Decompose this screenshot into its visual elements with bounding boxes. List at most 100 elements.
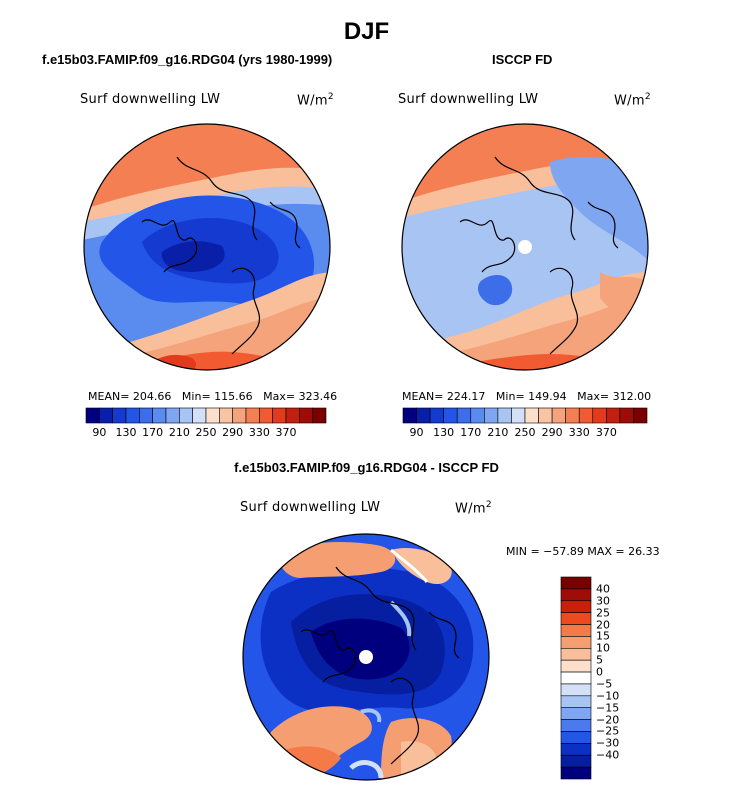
colorbar-swatch: [470, 407, 485, 424]
colorbar-swatch: [633, 407, 648, 424]
colorbar-tick-label: 130: [115, 426, 137, 439]
colorbar-swatch: [139, 407, 153, 424]
colorbar-tick-label: 290: [222, 426, 244, 439]
colorbar-tick-label: −20: [596, 713, 620, 727]
colorbar-swatch: [179, 407, 193, 424]
panel-3-title: f.e15b03.FAMIP.f09_g16.RDG04 - ISCCP FD: [234, 460, 499, 475]
colorbar-swatch: [152, 407, 167, 424]
panel-2-stats: MEAN= 224.17 Min= 149.94 Max= 312.00: [402, 390, 652, 403]
colorbar-tick-label: 170: [142, 426, 164, 439]
colorbar-swatch: [285, 407, 300, 424]
colorbar-tick-label: −30: [596, 736, 620, 750]
colorbar-tick-label: 15: [596, 629, 610, 643]
colorbar-swatch: [592, 407, 607, 424]
colorbar-swatch: [497, 407, 512, 424]
colorbar-swatch: [112, 407, 127, 424]
colorbar-swatch: [560, 624, 592, 637]
panel-3-colorbar: [560, 576, 592, 780]
colorbar-swatch: [99, 407, 113, 424]
colorbar-swatch: [484, 407, 499, 424]
colorbar-swatch: [560, 647, 592, 661]
panel-1-colorbar-ticks: 90 130 170 210 250 290 330 370: [86, 426, 326, 440]
colorbar-swatch: [560, 683, 592, 697]
colorbar-tick-label: 250: [514, 426, 536, 439]
panel-3-variable: Surf downwelling LW: [240, 500, 381, 515]
panel-3-polar-map: [242, 533, 490, 781]
colorbar-swatch: [619, 407, 634, 424]
colorbar-tick-label: −5: [596, 677, 613, 691]
colorbar-tick-label: 25: [596, 606, 610, 620]
colorbar-tick-label: 0: [596, 665, 603, 679]
colorbar-swatch: [560, 612, 592, 625]
panel-3-colorbar-ticks: 40 30 25 20 15 10 5 0 −5 −10 −15 −20 −25 −30 −40: [596, 577, 636, 779]
panel-1-title: f.e15b03.FAMIP.f09_g16.RDG04 (yrs 1980-1…: [42, 52, 333, 67]
figure-title: DJF: [343, 18, 390, 45]
colorbar-swatch: [560, 719, 592, 732]
panel-2-colorbar: [402, 407, 648, 424]
colorbar-swatch: [560, 731, 592, 744]
colorbar-swatch: [272, 407, 287, 424]
panel-2-polar-map: [401, 123, 649, 371]
colorbar-swatch: [232, 407, 247, 424]
colorbar-swatch: [165, 407, 180, 424]
colorbar-swatch: [219, 407, 233, 424]
colorbar-swatch: [402, 407, 417, 424]
colorbar-tick-label: 210: [487, 426, 509, 439]
colorbar-tick-label: 290: [541, 426, 563, 439]
panel-2-colorbar-ticks: 90 130 170 210 250 290 330 370: [403, 426, 647, 440]
colorbar-swatch: [606, 407, 621, 424]
colorbar-swatch: [205, 407, 220, 424]
colorbar-swatch: [565, 407, 580, 424]
colorbar-tick-label: 20: [596, 618, 610, 632]
colorbar-swatch: [259, 407, 273, 424]
colorbar-swatch: [560, 636, 592, 649]
colorbar-tick-label: 370: [595, 426, 617, 439]
colorbar-swatch: [429, 407, 444, 424]
colorbar-tick-label: 5: [596, 653, 603, 667]
panel-3-units: W/m2: [455, 500, 492, 517]
panel-3-stats: MIN = −57.89 MAX = 26.33: [506, 545, 660, 558]
colorbar-swatch: [299, 407, 313, 424]
panel-1-variable: Surf downwelling LW: [80, 92, 221, 107]
colorbar-tick-label: 330: [248, 426, 270, 439]
colorbar-tick-label: 10: [596, 641, 610, 655]
colorbar-tick-label: 30: [596, 594, 610, 608]
colorbar-swatch: [85, 407, 100, 424]
colorbar-tick-label: 210: [168, 426, 190, 439]
colorbar-swatch: [560, 707, 592, 720]
colorbar-swatch: [538, 407, 553, 424]
colorbar-tick-label: 40: [596, 582, 610, 596]
colorbar-swatch: [560, 754, 592, 768]
colorbar-swatch: [245, 407, 260, 424]
colorbar-swatch: [560, 671, 592, 685]
colorbar-tick-label: −25: [596, 724, 620, 738]
panel-1-polar-map: [83, 123, 331, 371]
colorbar-swatch: [551, 407, 566, 424]
colorbar-tick-label: −40: [596, 748, 620, 762]
panel-1-stats: MEAN= 204.66 Min= 115.66 Max= 323.46: [88, 390, 338, 403]
colorbar-swatch: [560, 576, 592, 590]
colorbar-tick-label: 90: [92, 426, 107, 439]
panel-1-units: W/m2: [297, 92, 334, 109]
colorbar-swatch: [443, 407, 458, 424]
colorbar-swatch: [560, 695, 592, 709]
colorbar-tick-label: 90: [409, 426, 424, 439]
panel-1-colorbar: [85, 407, 327, 424]
colorbar-swatch: [560, 766, 592, 780]
colorbar-tick-label: −10: [596, 689, 620, 703]
panel-2-units: W/m2: [614, 92, 651, 109]
colorbar-swatch: [511, 407, 526, 424]
panel-2-title: ISCCP FD: [492, 52, 553, 67]
colorbar-swatch: [312, 407, 327, 424]
colorbar-swatch: [560, 659, 592, 673]
colorbar-swatch: [524, 407, 539, 424]
colorbar-swatch: [578, 407, 594, 424]
colorbar-swatch: [456, 407, 472, 424]
colorbar-swatch: [125, 407, 140, 424]
colorbar-tick-label: 170: [460, 426, 482, 439]
colorbar-swatch: [560, 743, 592, 756]
colorbar-swatch: [416, 407, 431, 424]
colorbar-tick-label: 330: [568, 426, 590, 439]
colorbar-tick-label: −15: [596, 701, 620, 715]
colorbar-swatch: [560, 588, 592, 602]
